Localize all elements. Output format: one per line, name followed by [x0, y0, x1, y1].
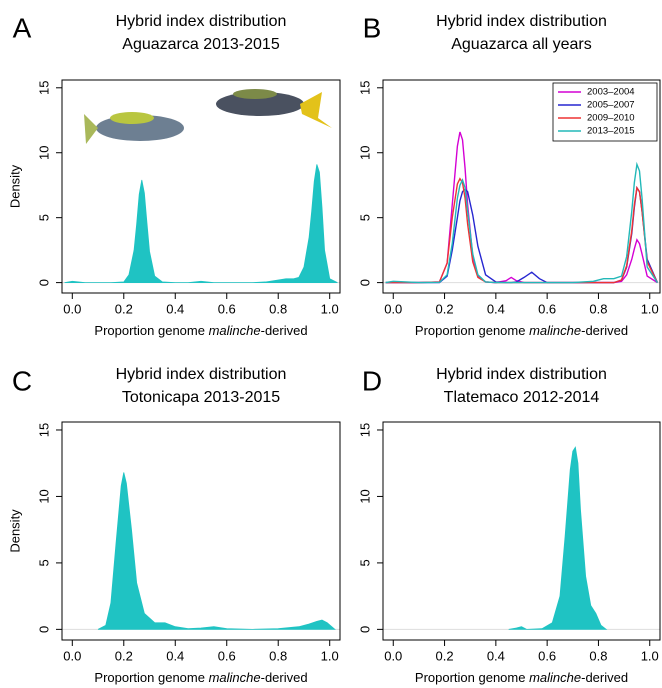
y-tick-label: 0 — [357, 626, 372, 633]
x-tick-label: 0.2 — [436, 301, 454, 316]
y-tick-label: 10 — [357, 145, 372, 159]
y-tick-label: 15 — [357, 423, 372, 437]
x-tick-label: 0.6 — [218, 301, 236, 316]
x-tick-label: 0.6 — [538, 301, 556, 316]
plot-frame — [61, 421, 341, 641]
x-axis-label: Proportion genome malinche-derived — [415, 323, 628, 338]
density-area — [508, 446, 608, 630]
x-axis-label-part: -derived — [261, 323, 308, 338]
x-tick-label: 0.8 — [589, 301, 607, 316]
x-tick-label: 0.4 — [487, 648, 505, 663]
fish-tail — [300, 92, 332, 128]
fish-tail — [84, 114, 98, 144]
x-axis-label-part: -derived — [261, 670, 308, 685]
x-axis-label-part: -derived — [581, 670, 628, 685]
plot-frame — [382, 79, 661, 294]
x-axis-label-part: -derived — [581, 323, 628, 338]
y-tick-label: 0 — [357, 279, 372, 286]
legend-label: 2009–2010 — [587, 113, 635, 124]
x-tick-label: 0.0 — [384, 648, 402, 663]
x-tick-label: 1.0 — [641, 301, 659, 316]
chart-subtitle: Aguazarca all years — [451, 36, 592, 53]
fish-fin — [110, 112, 154, 124]
x-tick-label: 0.0 — [384, 301, 402, 316]
x-tick-label: 0.2 — [115, 648, 133, 663]
fish-body — [216, 92, 304, 116]
legend-label: 2013–2015 — [587, 126, 635, 137]
y-tick-label: 15 — [36, 423, 51, 437]
chart-subtitle: Tlatemaco 2012-2014 — [444, 389, 600, 406]
legend-label: 2005–2007 — [587, 100, 635, 111]
chart-title: Hybrid index distribution — [116, 13, 287, 30]
fish-illustration — [84, 89, 332, 144]
x-axis-label-part: Proportion genome — [415, 323, 529, 338]
x-axis-label: Proportion genome malinche-derived — [415, 670, 628, 685]
x-tick-label: 0.8 — [269, 648, 287, 663]
panel-label: C — [12, 365, 32, 396]
x-axis-label-part: malinche — [209, 323, 261, 338]
panel-label: A — [13, 12, 32, 43]
x-axis-label-part: Proportion genome — [94, 323, 208, 338]
density-line — [385, 161, 659, 284]
plot-frame — [382, 421, 661, 641]
x-tick-label: 1.0 — [321, 301, 339, 316]
chart-subtitle: Totonicapa 2013-2015 — [122, 389, 280, 406]
chart-title: Hybrid index distribution — [436, 366, 607, 383]
x-tick-label: 0.8 — [269, 301, 287, 316]
y-tick-label: 5 — [357, 214, 372, 221]
y-tick-label: 5 — [36, 559, 51, 566]
x-tick-label: 0.6 — [538, 648, 556, 663]
chart-subtitle: Aguazarca 2013-2015 — [122, 36, 280, 53]
y-tick-label: 10 — [357, 489, 372, 503]
x-axis-label-part: Proportion genome — [415, 670, 529, 685]
x-tick-label: 0.0 — [63, 648, 81, 663]
x-tick-label: 0.4 — [487, 301, 505, 316]
plot-frame — [61, 79, 341, 294]
chart-title: Hybrid index distribution — [436, 13, 607, 30]
density-line — [385, 177, 659, 284]
x-axis-label: Proportion genome malinche-derived — [94, 670, 307, 685]
x-tick-label: 1.0 — [641, 648, 659, 663]
x-tick-label: 0.4 — [166, 301, 184, 316]
density-area — [97, 472, 336, 630]
x-tick-label: 0.2 — [436, 648, 454, 663]
x-tick-label: 0.2 — [115, 301, 133, 316]
y-tick-label: 10 — [36, 145, 51, 159]
chart-title: Hybrid index distribution — [116, 366, 287, 383]
x-axis-label-part: malinche — [209, 670, 261, 685]
y-tick-label: 15 — [357, 81, 372, 95]
y-tick-label: 0 — [36, 626, 51, 633]
y-tick-label: 15 — [36, 81, 51, 95]
density-line — [385, 185, 659, 284]
y-tick-label: 5 — [357, 559, 372, 566]
x-tick-label: 0.6 — [218, 648, 236, 663]
y-tick-label: 10 — [36, 489, 51, 503]
y-tick-label: 0 — [36, 279, 51, 286]
panel-label: D — [362, 365, 382, 396]
fish-fin — [233, 89, 277, 99]
density-line — [385, 131, 658, 284]
y-axis-label: Density — [7, 509, 22, 553]
x-tick-label: 0.0 — [63, 301, 81, 316]
density-area — [64, 164, 338, 284]
x-axis-label-part: malinche — [529, 670, 581, 685]
x-axis-label-part: malinche — [529, 323, 581, 338]
y-tick-label: 5 — [36, 214, 51, 221]
x-axis-label: Proportion genome malinche-derived — [94, 323, 307, 338]
x-tick-label: 1.0 — [321, 648, 339, 663]
x-tick-label: 0.8 — [589, 648, 607, 663]
legend-label: 2003–2004 — [587, 87, 635, 98]
panel-label: B — [363, 12, 382, 43]
x-axis-label-part: Proportion genome — [94, 670, 208, 685]
y-axis-label: Density — [7, 164, 22, 208]
x-tick-label: 0.4 — [166, 648, 184, 663]
